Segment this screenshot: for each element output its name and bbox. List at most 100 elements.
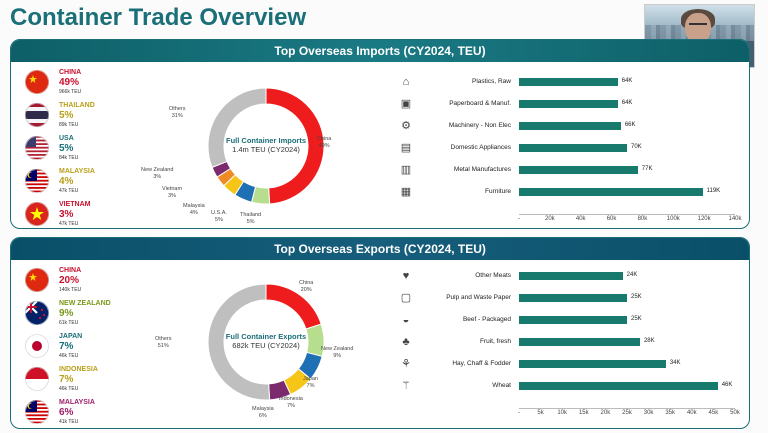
- furniture-icon: ▦: [400, 186, 412, 198]
- exports-donut-chart: China 20% New Zealand 9% Japan 7% Indonesia 7% M…: [155, 270, 371, 428]
- imports-bar: [519, 78, 618, 86]
- imports-donut-center: Full Container Imports 1.4m TEU (CY2024): [222, 136, 310, 154]
- imports-x-axis: [519, 214, 735, 215]
- imports-bar-label: Furniture: [484, 188, 511, 195]
- imports-donut-label: Thailand 5%: [240, 212, 262, 225]
- country-teu: 61k TEU: [59, 320, 79, 326]
- imports-country-item: CHINA 49% 966k TEU: [25, 68, 115, 101]
- imports-donut-label: Malaysia 4%: [183, 203, 205, 216]
- exports-x-tick: -: [518, 410, 520, 416]
- country-teu: 84k TEU: [59, 155, 79, 161]
- donut-center-subtitle: 682k TEU (CY2024): [232, 341, 300, 350]
- country-name: MALAYSIA: [59, 168, 95, 175]
- country-teu: 140k TEU: [59, 287, 82, 293]
- exports-bar: [519, 360, 666, 368]
- usa-flag-icon: [25, 136, 49, 160]
- imports-donut-label: Others 31%: [169, 106, 186, 119]
- imports-donut-label: China 49%: [317, 136, 332, 149]
- country-share: 9%: [59, 308, 74, 319]
- donut-center-title: Full Container Imports: [225, 136, 306, 145]
- exports-bar: [519, 294, 627, 302]
- exports-x-tick: 25k: [622, 410, 632, 416]
- country-name: VIETNAM: [59, 201, 91, 208]
- imports-x-tick: 100k: [666, 216, 680, 222]
- imports-bar: [519, 122, 621, 130]
- country-name: THAILAND: [59, 102, 95, 109]
- imports-bar-value: 77K: [641, 166, 653, 172]
- imports-bar: [519, 144, 627, 152]
- country-share: 20%: [59, 275, 80, 286]
- exports-bar-label: Wheat: [492, 382, 511, 389]
- country-teu: 41k TEU: [59, 419, 79, 425]
- imports-x-tick: 20k: [545, 216, 555, 222]
- imports-panel: Top Overseas Imports (CY2024, TEU) CHINA…: [10, 39, 750, 229]
- hay-icon: ⚘: [401, 358, 411, 370]
- imports-donut-label: Vietnam 3%: [162, 186, 183, 199]
- exports-country-list: CHINA 20% 140k TEU NEW ZEALAND 9% 61k TEU JAPA…: [25, 266, 115, 428]
- imports-donut-svg: [207, 87, 325, 205]
- exports-bar-value: 46K: [721, 382, 733, 388]
- new-zealand-flag-icon: [25, 301, 49, 325]
- imports-bar-chart: ⌂ Plastics, Raw 64K ▣ Paperboard & Manuf. 64K…: [391, 74, 742, 228]
- imports-x-tick: 80k: [637, 216, 648, 222]
- imports-country-item: THAILAND 5% 89k TEU: [25, 101, 115, 134]
- exports-bar-chart: ♥ Other Meats 24K ▢ Pulp and Waste Paper 25K ◒…: [391, 268, 741, 426]
- wheat-icon: ⚚: [401, 380, 411, 392]
- exports-panel: Top Overseas Exports (CY2024, TEU) CHINA…: [10, 237, 750, 429]
- box-icon: ▣: [400, 98, 412, 110]
- exports-donut-slice: [207, 283, 271, 401]
- country-teu: 966k TEU: [59, 89, 82, 95]
- exports-donut-label: Indonesia 7%: [279, 396, 303, 409]
- indonesia-flag-icon: [25, 367, 49, 391]
- country-share: 7%: [59, 341, 74, 352]
- exports-x-axis: [519, 408, 735, 409]
- imports-donut-label: U.S.A. 5%: [211, 210, 227, 223]
- exports-x-tick: 15k: [578, 410, 589, 416]
- imports-bar-label: Metal Manufactures: [453, 166, 511, 173]
- imports-donut-slice: [207, 87, 267, 169]
- presenter-avatar: [685, 13, 711, 43]
- country-name: MALAYSIA: [59, 399, 95, 406]
- country-teu: 47k TEU: [59, 188, 79, 194]
- exports-country-item: CHINA 20% 140k TEU: [25, 266, 115, 299]
- imports-bar: [519, 188, 703, 196]
- japan-flag-icon: [25, 334, 49, 358]
- imports-bar: [519, 166, 638, 174]
- imports-country-list: CHINA 49% 966k TEU THAILAND 5% 89k TEU USA 5% 84…: [25, 68, 115, 228]
- vietnam-flag-icon: [25, 202, 49, 226]
- exports-donut-svg: [207, 283, 325, 401]
- exports-x-tick: 45k: [708, 410, 719, 416]
- exports-bar-label: Fruit, fresh: [479, 338, 511, 345]
- exports-header: Top Overseas Exports (CY2024, TEU): [11, 238, 749, 260]
- imports-x-tick: 40k: [575, 216, 586, 222]
- paper-icon: ▢: [400, 292, 412, 304]
- exports-bar-label: Other Meats: [475, 272, 511, 279]
- exports-donut-label: Others 51%: [155, 336, 172, 349]
- exports-bar-value: 24K: [626, 272, 638, 278]
- country-share: 6%: [59, 407, 74, 418]
- exports-country-item: MALAYSIA 6% 41k TEU: [25, 398, 115, 428]
- imports-bar-value: 119K: [706, 188, 721, 194]
- beef-icon: ◒: [402, 314, 410, 326]
- imports-bar-value: 66K: [624, 122, 636, 128]
- exports-x-tick: 50k: [730, 410, 740, 416]
- country-share: 7%: [59, 374, 74, 385]
- country-teu: 46k TEU: [59, 353, 79, 359]
- country-name: CHINA: [59, 267, 82, 274]
- country-teu: 89k TEU: [59, 122, 79, 128]
- exports-x-tick: 10k: [557, 410, 568, 416]
- exports-donut-label: Malaysia 6%: [252, 406, 274, 419]
- page-title: Container Trade Overview: [10, 4, 307, 31]
- exports-bar-label: Beef - Packaged: [462, 316, 511, 323]
- imports-bar-value: 64K: [621, 78, 633, 84]
- imports-donut-slice: [265, 87, 325, 205]
- exports-bar: [519, 382, 718, 390]
- country-name: USA: [59, 135, 74, 142]
- exports-donut-label: China 20%: [299, 280, 314, 293]
- exports-bar-value: 34K: [669, 360, 681, 366]
- country-name: NEW ZEALAND: [59, 300, 111, 307]
- malaysia-flag-icon: [25, 400, 49, 424]
- thailand-flag-icon: [25, 103, 49, 127]
- exports-bar-value: 25K: [631, 294, 642, 300]
